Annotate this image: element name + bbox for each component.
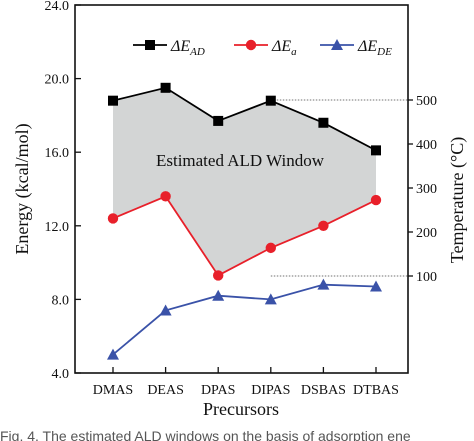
ald-window-region <box>113 87 376 276</box>
marker-de-dmas <box>107 348 119 360</box>
legend-label-de: ΔEDE <box>357 38 392 58</box>
x-tick-label-dmas: DMAS <box>93 383 133 398</box>
plot-frame <box>74 4 409 374</box>
y2-tick-label: 300 <box>416 182 437 197</box>
x-tick-label-dpas: DPAS <box>201 383 236 398</box>
x-tick-label-dtbas: DTBAS <box>353 383 399 398</box>
legend: ΔEAD ΔEa ΔEDE <box>133 38 392 58</box>
marker-ad-dsbas <box>318 117 329 128</box>
y-tick-label: 24.0 <box>45 0 70 14</box>
y-tick-label: 12.0 <box>45 220 70 235</box>
marker-de-deas <box>159 304 172 316</box>
legend-marker-ad <box>145 40 155 50</box>
x-axis-title: Precursors <box>203 399 279 419</box>
marker-ad-dpas <box>213 115 224 126</box>
series-line-a <box>112 195 377 277</box>
y-tick-label: 20.0 <box>45 73 70 88</box>
marker-a-dmas <box>107 213 119 224</box>
marker-a-dipas <box>265 242 276 254</box>
temperature-reference-lines <box>270 99 408 277</box>
legend-label-a: ΔEa <box>271 38 297 58</box>
marker-de-dsbas <box>317 278 330 290</box>
x-tick-label-deas: DEAS <box>147 383 184 398</box>
y-tick-label: 8.0 <box>52 293 70 308</box>
y-axis-title: Energy (kcal/mol) <box>12 123 33 254</box>
x-tick-label-dipas: DIPAS <box>251 383 290 398</box>
ald-window-shade-layer <box>113 87 376 276</box>
series-line-de <box>112 283 377 356</box>
marker-ad-dipas <box>265 95 276 106</box>
series-line-ad <box>112 86 377 152</box>
x-tick-label-dsbas: DSBAS <box>301 383 346 398</box>
marker-de-dipas <box>264 293 277 305</box>
series-layer <box>107 82 382 360</box>
marker-de-dpas <box>212 289 225 301</box>
marker-a-dtbas <box>370 194 382 206</box>
y2-tick-label: 500 <box>416 94 437 109</box>
marker-a-deas <box>160 191 171 202</box>
legend-marker-de <box>331 39 343 50</box>
marker-ad-deas <box>160 82 171 93</box>
y-tick-label: 4.0 <box>52 367 70 382</box>
y2-tick-label: 400 <box>416 138 437 153</box>
x-axis: DMAS DEAS DPAS DIPAS DSBAS DTBAS <box>93 367 399 398</box>
marker-ad-dtbas <box>371 145 381 156</box>
legend-marker-a <box>245 39 257 51</box>
figure-caption: Fig. 4. The estimated ALD windows on the… <box>0 428 411 441</box>
y2-tick-label: 100 <box>416 270 437 285</box>
window-annotation: Estimated ALD Window <box>156 151 325 170</box>
y2-axis-title: Temperature (°C) <box>447 137 468 263</box>
y2-tick-label: 200 <box>416 226 437 241</box>
right-y-axis: 100 200 300 400 500 <box>408 94 437 285</box>
left-y-axis: 4.0 8.0 12.0 16.0 20.0 24.0 <box>45 0 81 382</box>
marker-a-dsbas <box>318 220 329 231</box>
legend-label-ad: ΔEAD <box>170 38 205 58</box>
marker-a-dpas <box>213 270 224 281</box>
y-tick-label: 16.0 <box>45 146 70 161</box>
marker-ad-dmas <box>108 95 118 106</box>
marker-de-dtbas <box>370 280 382 292</box>
